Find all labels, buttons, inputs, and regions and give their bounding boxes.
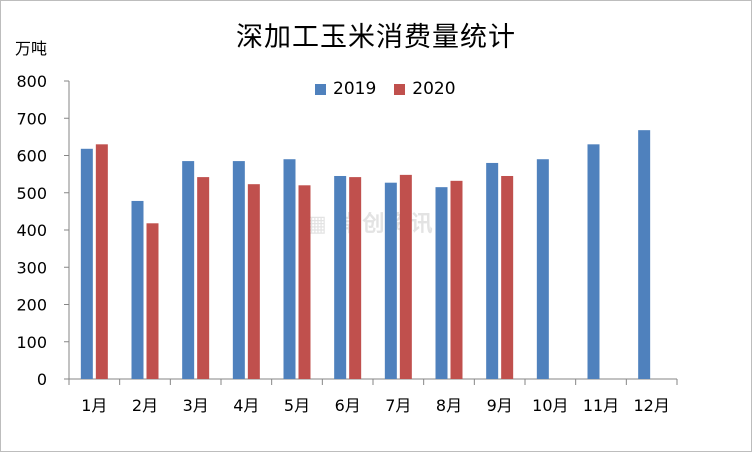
bar-2020-8月: [450, 180, 463, 379]
y-tick-label: 800: [16, 72, 47, 91]
bar-2019-8月: [435, 187, 448, 379]
x-tick-label: 11月: [583, 396, 619, 415]
x-tick-label: 1月: [81, 396, 107, 415]
bar-2019-1月: [80, 148, 93, 379]
legend-item-2020: 2020: [394, 79, 456, 99]
x-tick-label: 6月: [335, 396, 361, 415]
x-tick-label: 5月: [284, 396, 310, 415]
bar-2020-4月: [247, 184, 260, 379]
legend-label-2020: 2020: [412, 79, 456, 99]
y-tick-label: 600: [16, 147, 47, 166]
bar-2020-9月: [501, 175, 514, 379]
bar-2020-7月: [399, 174, 412, 379]
y-tick-label: 500: [16, 184, 47, 203]
bar-2019-4月: [232, 161, 245, 379]
y-tick-label: 0: [37, 370, 47, 389]
x-tick-label: 3月: [183, 396, 209, 415]
x-tick-label: 2月: [132, 396, 158, 415]
bar-2019-9月: [486, 162, 499, 379]
bar-2020-1月: [95, 144, 108, 379]
y-tick-label: 100: [16, 333, 47, 352]
y-tick-label: 300: [16, 258, 47, 277]
y-tick-label: 700: [16, 109, 47, 128]
bar-2019-6月: [334, 175, 347, 379]
bar-2019-11月: [587, 144, 600, 379]
legend-item-2019: 2019: [315, 79, 376, 99]
x-tick-label: 8月: [436, 396, 462, 415]
x-tick-label: 12月: [633, 396, 669, 415]
x-tick-label: 7月: [385, 396, 411, 415]
legend-swatch-2020: [394, 83, 406, 95]
x-tick-label: 10月: [532, 396, 568, 415]
x-tick-label: 9月: [487, 396, 513, 415]
x-tick-label: 4月: [233, 396, 259, 415]
bar-2020-3月: [197, 177, 210, 379]
bar-2019-12月: [638, 130, 651, 379]
legend-label-2019: 2019: [333, 79, 377, 99]
legend-swatch-2019: [315, 83, 326, 95]
bar-2020-6月: [349, 177, 362, 379]
legend: 2019 2020: [315, 79, 474, 99]
bar-2019-2月: [131, 200, 144, 379]
bar-2020-2月: [146, 223, 159, 379]
bar-2019-10月: [536, 159, 549, 379]
bar-2019-5月: [283, 159, 296, 379]
bar-2019-7月: [384, 182, 397, 379]
y-tick-label: 200: [16, 296, 47, 315]
y-axis-unit-label: 万吨: [15, 39, 48, 58]
chart-title: 深加工玉米消费量统计: [236, 22, 516, 53]
y-tick-label: 400: [16, 221, 47, 240]
bar-2020-5月: [298, 185, 311, 379]
bar-2019-3月: [182, 161, 195, 379]
